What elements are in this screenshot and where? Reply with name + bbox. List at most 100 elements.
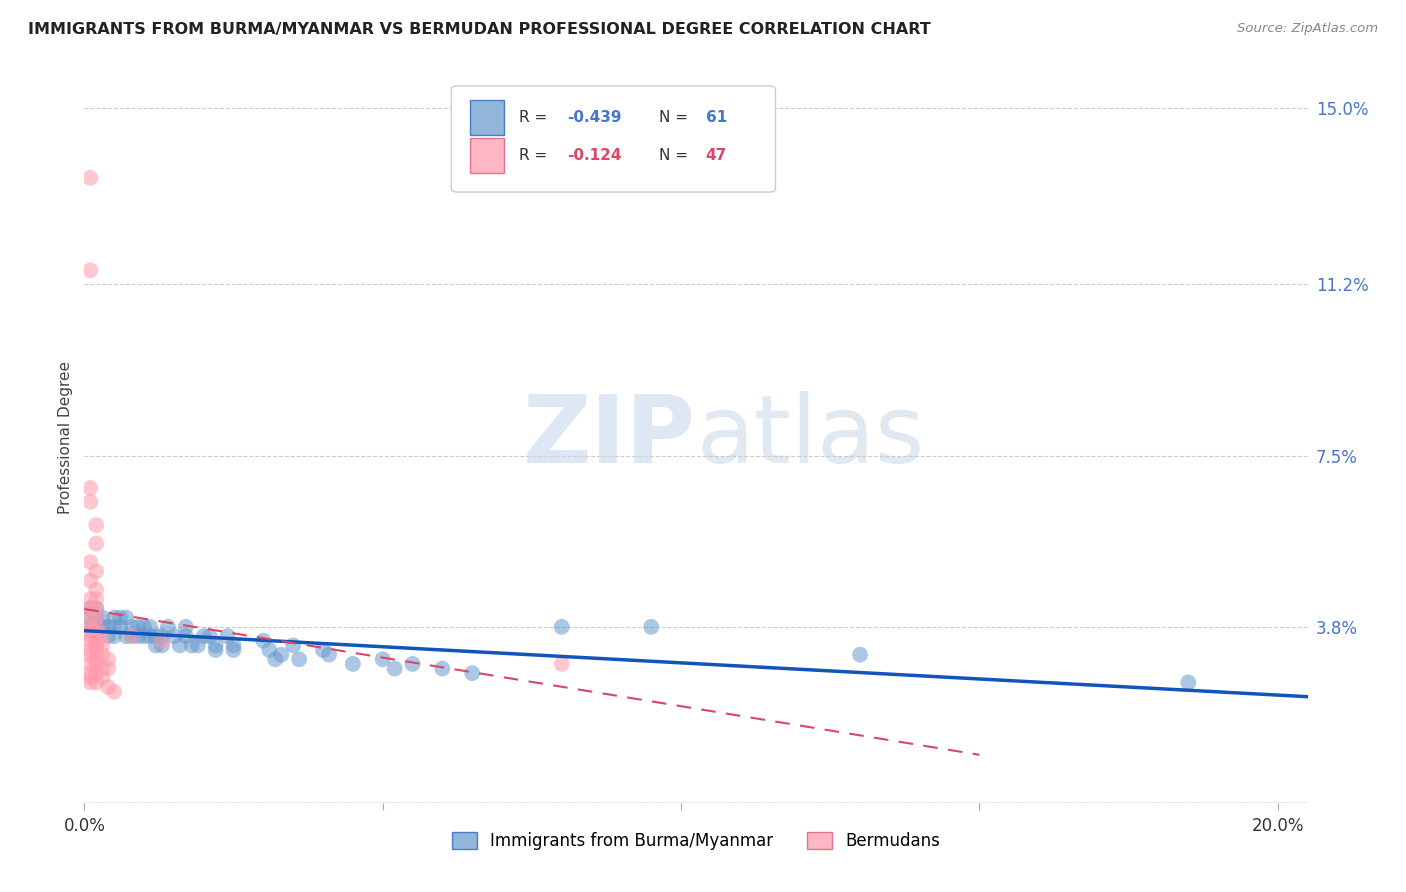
Point [84, 565, 107, 579]
Point [84, 610, 107, 624]
Point [121, 629, 143, 643]
Point [84, 643, 107, 657]
Text: ZIP: ZIP [523, 391, 696, 483]
Point [91, 620, 114, 634]
Point [91, 671, 114, 685]
Point [91, 629, 114, 643]
Point [79, 610, 101, 624]
Point [97, 661, 120, 675]
Point [84, 666, 107, 681]
Point [108, 620, 131, 634]
Point [91, 661, 114, 675]
Point [132, 629, 155, 643]
Point [461, 666, 484, 681]
Point [198, 629, 221, 643]
Point [640, 620, 662, 634]
Point [84, 610, 107, 624]
Point [288, 652, 311, 666]
Text: R =: R = [519, 148, 551, 163]
Point [180, 639, 202, 653]
Point [371, 652, 394, 666]
Point [150, 629, 173, 643]
Point [551, 620, 574, 634]
Text: N =: N = [659, 110, 693, 125]
Point [79, 624, 101, 639]
Point [169, 639, 191, 653]
Point [91, 648, 114, 662]
Point [252, 633, 274, 648]
Text: 61: 61 [706, 110, 727, 125]
Point [79, 657, 101, 671]
Point [79, 555, 101, 569]
Point [84, 582, 107, 597]
Point [79, 666, 101, 681]
Legend: Immigrants from Burma/Myanmar, Bermudans: Immigrants from Burma/Myanmar, Bermudans [446, 825, 946, 856]
Point [79, 495, 101, 509]
Point [174, 620, 197, 634]
Point [97, 680, 120, 694]
Point [84, 620, 107, 634]
Point [132, 620, 155, 634]
Point [79, 643, 101, 657]
Point [145, 629, 167, 643]
Point [79, 601, 101, 615]
Point [401, 657, 423, 671]
Point [264, 652, 287, 666]
Point [79, 629, 101, 643]
Point [79, 574, 101, 588]
Point [174, 629, 197, 643]
FancyBboxPatch shape [470, 100, 503, 135]
Point [342, 657, 364, 671]
Point [127, 629, 149, 643]
Point [222, 643, 245, 657]
Point [79, 671, 101, 685]
Point [79, 601, 101, 615]
Text: R =: R = [519, 110, 551, 125]
Point [103, 629, 125, 643]
Point [79, 648, 101, 662]
Point [115, 629, 138, 643]
Point [127, 620, 149, 634]
Point [150, 633, 173, 648]
Point [97, 620, 120, 634]
Text: IMMIGRANTS FROM BURMA/MYANMAR VS BERMUDAN PROFESSIONAL DEGREE CORRELATION CHART: IMMIGRANTS FROM BURMA/MYANMAR VS BERMUDA… [28, 22, 931, 37]
Point [103, 620, 125, 634]
Point [84, 518, 107, 533]
Text: N =: N = [659, 148, 693, 163]
Point [222, 639, 245, 653]
Point [204, 639, 226, 653]
Point [84, 601, 107, 615]
Point [84, 639, 107, 653]
Point [84, 633, 107, 648]
Point [79, 633, 101, 648]
Text: 47: 47 [706, 148, 727, 163]
Point [84, 536, 107, 550]
Point [79, 610, 101, 624]
Point [84, 657, 107, 671]
Point [97, 652, 120, 666]
Y-axis label: Professional Degree: Professional Degree [58, 360, 73, 514]
Text: -0.124: -0.124 [568, 148, 621, 163]
Point [551, 657, 574, 671]
Point [91, 639, 114, 653]
Point [318, 648, 340, 662]
Point [84, 624, 107, 639]
Point [84, 620, 107, 634]
FancyBboxPatch shape [470, 138, 503, 173]
Text: Source: ZipAtlas.com: Source: ZipAtlas.com [1237, 22, 1378, 36]
Point [217, 629, 239, 643]
Point [79, 675, 101, 690]
Point [150, 639, 173, 653]
Point [1177, 675, 1199, 690]
Point [103, 610, 125, 624]
Point [84, 675, 107, 690]
Point [84, 592, 107, 607]
Point [108, 610, 131, 624]
Point [84, 652, 107, 666]
Text: atlas: atlas [696, 391, 924, 483]
Point [283, 639, 305, 653]
FancyBboxPatch shape [451, 86, 776, 192]
Point [121, 620, 143, 634]
Point [97, 629, 120, 643]
Point [193, 629, 215, 643]
